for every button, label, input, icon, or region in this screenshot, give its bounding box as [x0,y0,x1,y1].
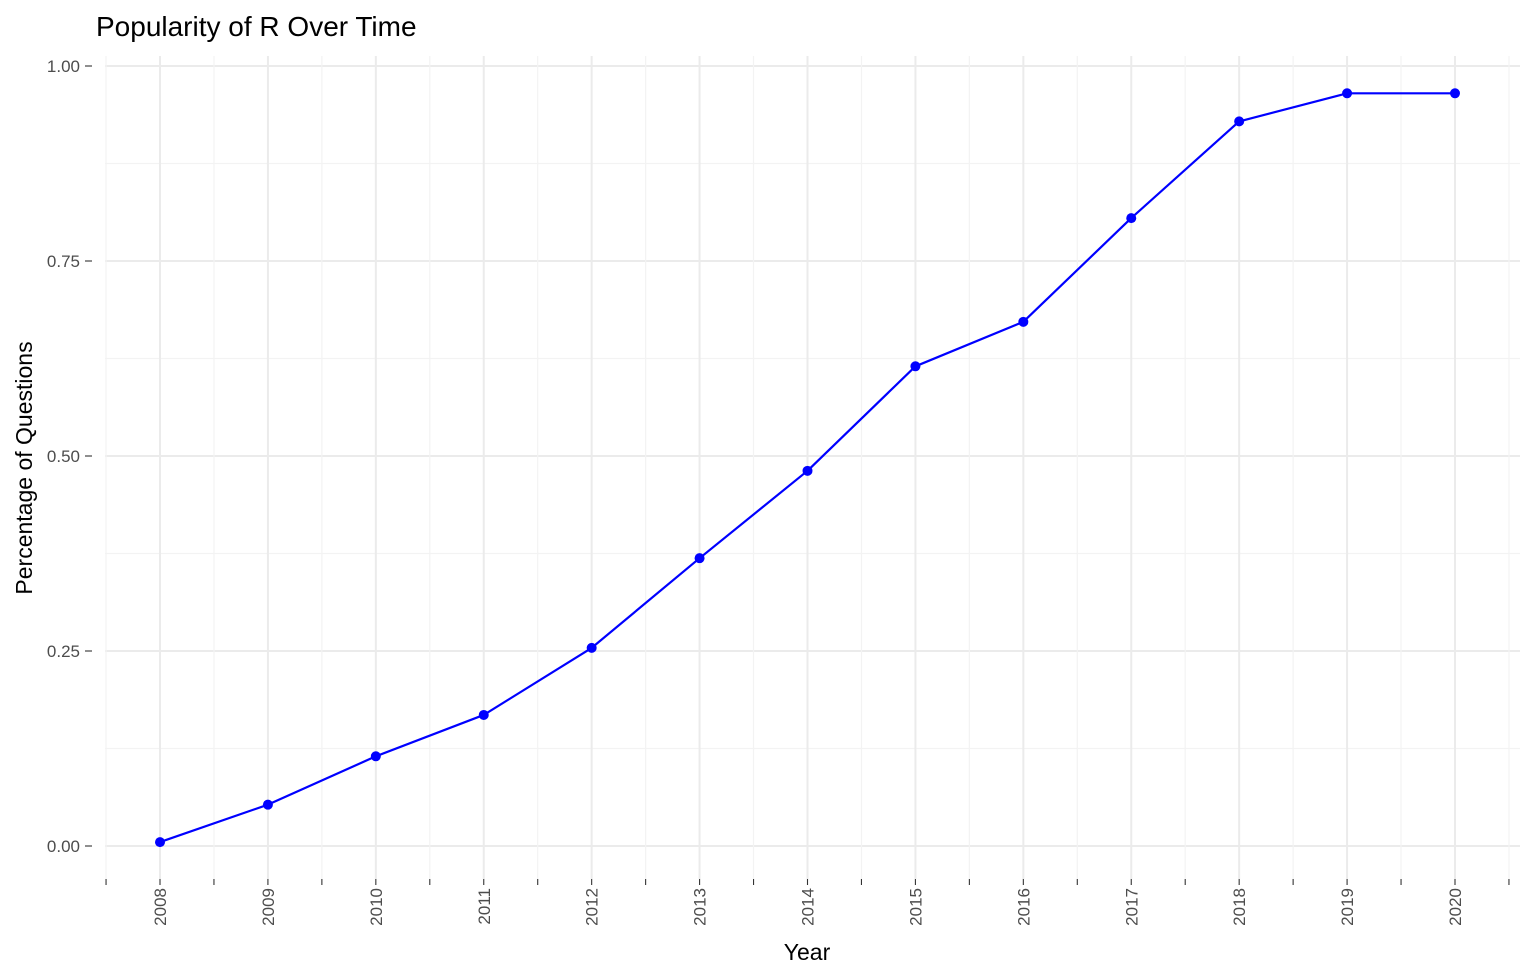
x-tick-label: 2019 [1338,888,1357,926]
y-tick-label: 1.00 [47,57,80,76]
x-tick-label: 2011 [475,888,494,925]
data-point [586,642,597,653]
x-tick-label: 2017 [1122,888,1141,926]
data-point [478,709,489,720]
x-tick-label: 2018 [1230,888,1249,926]
x-tick-label: 2008 [151,888,170,926]
x-tick-label: 2020 [1446,888,1465,926]
x-tick-label: 2012 [583,888,602,926]
data-point [1234,116,1245,127]
series-layer [155,88,1460,848]
chart-title: Popularity of R Over Time [96,11,417,42]
x-tick-label: 2014 [799,888,818,926]
y-tick-label: 0.75 [47,252,80,271]
y-tick-label: 0.50 [47,447,80,466]
x-tick-label: 2015 [906,888,925,926]
data-point [155,837,165,848]
data-point [1342,88,1353,99]
x-tick-label: 2016 [1014,888,1033,926]
x-tick-label: 2010 [367,888,386,926]
gridlines [105,56,1520,879]
y-tick-label: 0.25 [47,642,80,661]
axis-ticks [85,65,1510,885]
x-tick-label: 2013 [691,888,710,926]
data-point [262,799,273,810]
data-point [1018,316,1029,327]
data-point [370,751,381,762]
data-point [1126,213,1137,224]
tick-labels: 0.00 0.25 0.50 0.75 1.00 2008 2009 2010 2011 2012… [47,57,1465,926]
data-point [910,361,921,372]
y-axis-title: Percentage of Questions [11,341,37,594]
data-point [802,465,813,476]
x-tick-label: 2009 [259,888,278,926]
data-point [694,553,705,564]
data-point [1450,88,1460,99]
y-tick-label: 0.00 [47,837,80,856]
x-axis-title: Year [784,939,831,965]
